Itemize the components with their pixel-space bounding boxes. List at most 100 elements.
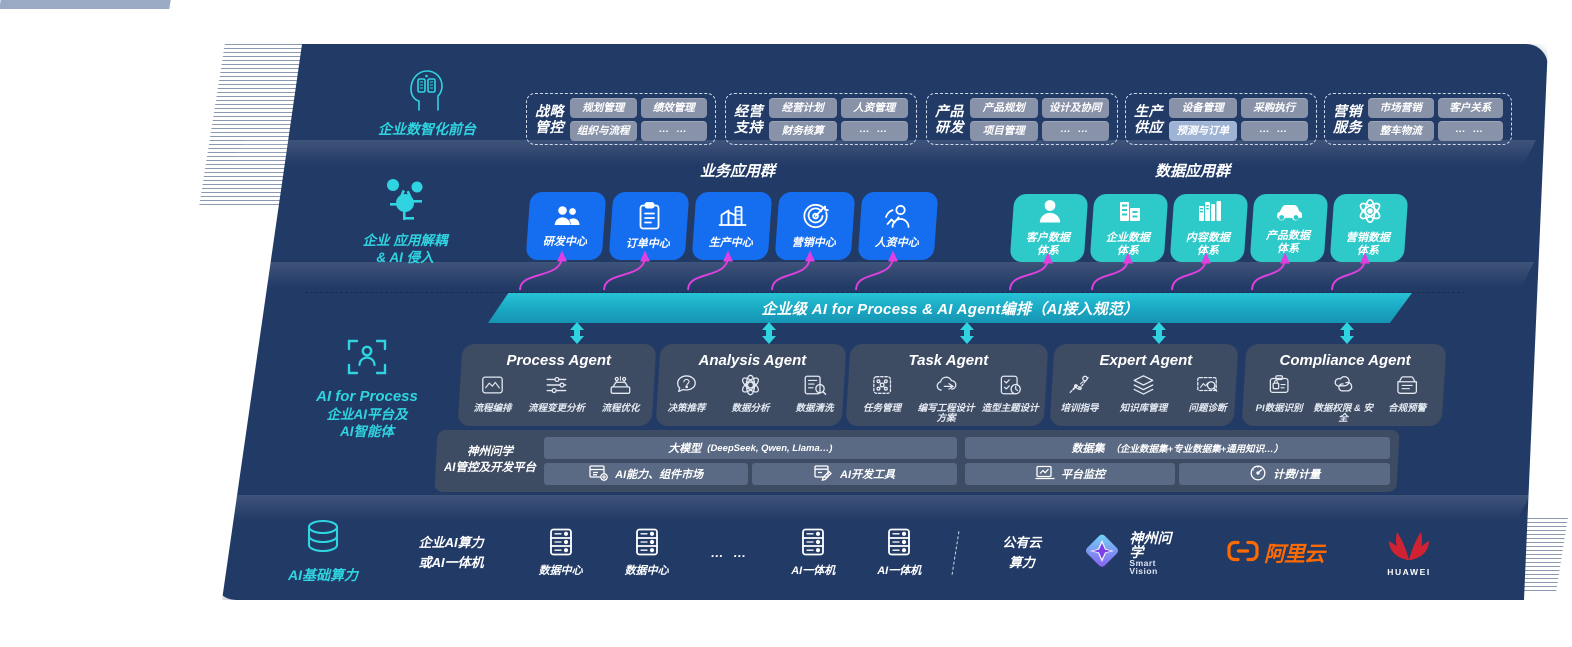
capability-item[interactable]: … … <box>1240 120 1308 141</box>
user-avatar-icon <box>1038 198 1062 229</box>
data-app-card[interactable]: 客户数据 体系 <box>1009 194 1089 262</box>
agent-feature[interactable]: 造型主题设计 <box>980 373 1040 425</box>
gear-stack-icon <box>608 373 632 402</box>
speech-bulb-icon <box>674 373 698 402</box>
capability-group: 产品 研发 产品规划 设计及协同 项目管理… … <box>926 93 1118 145</box>
data-app-card[interactable]: 内容数据 体系 <box>1169 194 1249 262</box>
capability-item[interactable]: … … <box>1041 120 1109 141</box>
agent-card[interactable]: Compliance Agent PI数据识别 数据权限 & 安全 合规预警 <box>1241 344 1447 426</box>
capability-item[interactable]: … … <box>640 120 707 141</box>
agent-feature[interactable]: 流程变更分析 <box>526 373 586 414</box>
agent-card[interactable]: Expert Agent 培训指导 知识库管理 问题诊断 <box>1049 344 1239 426</box>
capability-item[interactable]: 产品规划 <box>970 97 1038 118</box>
capability-item[interactable]: 整车物流 <box>1368 120 1434 141</box>
rail-label-decoupling: 企业 应用解耦 & AI 侵入 <box>330 176 480 267</box>
rail-label-frontend: 企业数智化前台 <box>352 66 502 139</box>
alert-box-icon <box>1395 373 1419 402</box>
data-app-card[interactable]: 营销数据 体系 <box>1329 194 1409 262</box>
agent-feature[interactable]: PI数据识别 <box>1249 373 1309 425</box>
agent-feature[interactable]: 数据分析 <box>720 373 780 414</box>
agent-feature[interactable]: 任务管理 <box>852 373 912 425</box>
agent-feature[interactable]: 培训指导 <box>1049 373 1109 414</box>
capability-item[interactable]: … … <box>1437 120 1503 141</box>
agent-feature[interactable]: 流程优化 <box>590 373 650 414</box>
ai-platform-band: 神州问学 AI管控及开发平台 大模型 (DeepSeek, Qwen, Llam… <box>434 430 1400 492</box>
business-app-card[interactable]: 研发中心 <box>525 192 607 260</box>
users-group-icon <box>553 204 581 233</box>
rail-label-text-line1: AI for Process <box>316 388 418 405</box>
agent-feature[interactable]: 数据权限 & 安全 <box>1313 373 1373 425</box>
agent-card[interactable]: Task Agent 任务管理 编写工程设计方案 造型主题设计 <box>845 344 1049 426</box>
data-apps-title: 数据应用群 <box>1155 163 1231 180</box>
server-rack-icon <box>799 527 827 562</box>
capability-item[interactable]: 规划管理 <box>570 97 637 118</box>
flow-chart-icon <box>480 373 504 402</box>
rail-label-text-line2: & AI 侵入 <box>376 249 434 265</box>
capability-item[interactable]: 设计及协同 <box>1041 97 1109 118</box>
business-app-card[interactable]: 人资中心 <box>857 192 939 260</box>
capability-item[interactable]: 采购执行 <box>1240 97 1308 118</box>
infra-item-label: 数据中心 <box>538 565 583 578</box>
capability-group-name: 战略 管控 <box>535 102 564 135</box>
business-app-card[interactable]: 生产中心 <box>691 192 773 260</box>
infra-item: 数据中心 <box>625 527 669 579</box>
capability-item[interactable]: 市场营销 <box>1368 97 1434 118</box>
platform-bar-billing[interactable]: 计费/计量 <box>1179 463 1391 485</box>
business-app-card[interactable]: 订单中心 <box>608 192 690 260</box>
capability-item[interactable]: 组织与流程 <box>570 120 637 141</box>
band-separator-3 <box>218 495 1530 521</box>
capability-item[interactable]: 财务核算 <box>769 120 837 141</box>
capability-item[interactable]: 项目管理 <box>970 120 1038 141</box>
business-app-card[interactable]: 营销中心 <box>774 192 856 260</box>
platform-bar-ai-devtools[interactable]: AI开发工具 <box>752 463 957 485</box>
business-apps-title: 业务应用群 <box>700 163 776 180</box>
agent-card[interactable]: Analysis Agent 决策推荐 数据分析 数据清洗 <box>655 344 847 426</box>
capability-item[interactable]: 人资管理 <box>840 97 908 118</box>
checklist-clock-icon <box>998 373 1022 402</box>
agent-feature[interactable]: 数据清洗 <box>784 373 844 414</box>
rail-label-text: 企业数智化前台 <box>378 121 476 137</box>
agent-feature[interactable]: 知识库管理 <box>1113 373 1173 414</box>
agent-feature[interactable]: 编写工程设计方案 <box>916 373 976 425</box>
vendor-smart-vision[interactable]: 神州问学 Smart Vision <box>1083 531 1179 576</box>
platform-bar-ai-market[interactable]: AI能力、组件市场 <box>544 463 749 485</box>
capability-item[interactable]: 设备管理 <box>1169 97 1237 118</box>
brain-head-icon <box>352 66 502 115</box>
infra-item: 数据中心 <box>539 527 583 579</box>
huawei-petal-icon <box>1386 529 1432 566</box>
vendor-alibaba-cloud[interactable]: 阿里云 <box>1227 538 1325 568</box>
content-bars-icon <box>1197 198 1223 229</box>
capability-item[interactable]: 经营计划 <box>769 97 837 118</box>
id-badge-lock-icon <box>1267 373 1291 402</box>
vendor-huawei[interactable]: HUAWEI <box>1386 529 1432 577</box>
rail-label-text-line2: 企业AI平台及 <box>326 406 408 422</box>
agent-card[interactable]: Process Agent 流程编排 流程变更分析 流程优化 <box>457 344 657 426</box>
platform-bar-monitoring[interactable]: 平台监控 <box>964 463 1176 485</box>
ai-devtool-icon <box>814 464 834 484</box>
shield-cloud-icon <box>1331 373 1355 402</box>
task-network-icon <box>870 373 894 402</box>
molecule-node-icon <box>330 176 480 227</box>
car-icon <box>1275 200 1305 227</box>
infra-item-label: 数据中心 <box>624 565 669 578</box>
capability-item[interactable]: … … <box>840 120 908 141</box>
agent-feature[interactable]: 问题诊断 <box>1177 373 1237 414</box>
infra-item-label: AI一体机 <box>877 565 922 578</box>
vendor-huawei-name: HUAWEI <box>1387 567 1431 577</box>
agent-feature[interactable]: 流程编排 <box>462 373 522 414</box>
vendor-smart-vision-name: 神州问学 <box>1129 529 1172 560</box>
infra-public-cloud-line2: 算力 <box>1008 554 1035 570</box>
capability-item[interactable]: 预测与订单 <box>1169 120 1237 141</box>
capability-group: 战略 管控 规划管理 绩效管理 组织与流程… … <box>526 93 716 145</box>
data-app-card[interactable]: 企业数据 体系 <box>1089 194 1169 262</box>
gauge-icon <box>1249 465 1267 484</box>
agent-feature[interactable]: 决策推荐 <box>656 373 716 414</box>
capability-item[interactable]: 客户关系 <box>1437 97 1503 118</box>
data-app-card[interactable]: 产品数据 体系 <box>1249 194 1329 262</box>
capability-item[interactable]: 绩效管理 <box>640 97 707 118</box>
vendor-smart-vision-sub: Smart Vision <box>1129 557 1158 576</box>
agent-feature[interactable]: 合规预警 <box>1377 373 1437 425</box>
infra-item: AI一体机 <box>877 527 921 579</box>
infra-enterprise-line1: 企业AI算力 <box>418 534 484 550</box>
infra-enterprise-line2: 或AI一体机 <box>418 554 484 570</box>
